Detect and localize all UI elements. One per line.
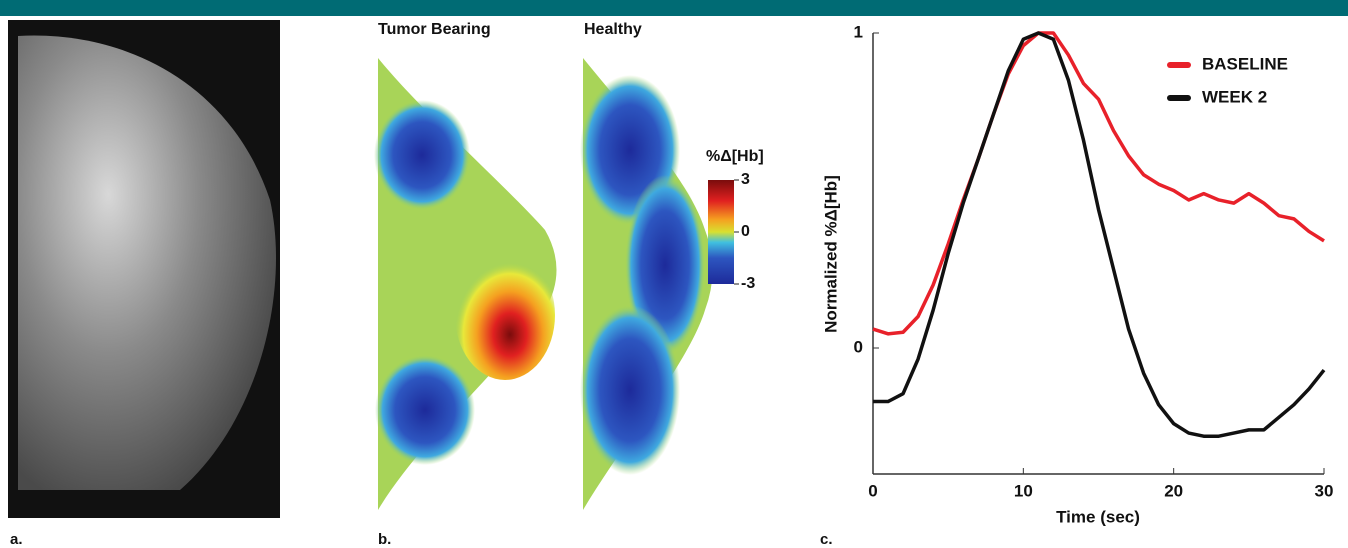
tumor-map xyxy=(374,58,557,510)
colorbar-tick-label: 3 xyxy=(741,171,750,188)
colorbar xyxy=(708,180,734,284)
y-tick-label: 0 xyxy=(854,337,863,356)
panel-label: c. xyxy=(820,531,833,548)
panel-label: b. xyxy=(378,531,391,548)
blob xyxy=(580,305,680,475)
header-bar xyxy=(0,0,1348,16)
x-axis-label: Time (sec) xyxy=(1056,507,1140,526)
x-tick-label: 20 xyxy=(1164,481,1183,500)
y-tick-label: 1 xyxy=(854,22,863,41)
colorbar-tick-label: 0 xyxy=(741,223,750,240)
x-tick-label: 0 xyxy=(868,481,877,500)
blob xyxy=(374,100,470,210)
colorbar-title: %Δ[Hb] xyxy=(706,148,764,165)
x-tick-label: 30 xyxy=(1315,481,1334,500)
legend-label: WEEK 2 xyxy=(1202,87,1267,106)
blob xyxy=(455,250,555,380)
panel-title: Tumor Bearing xyxy=(378,21,491,38)
series-line xyxy=(873,33,1324,334)
panel-title: Healthy xyxy=(584,21,642,38)
colorbar-tick-label: -3 xyxy=(741,275,755,292)
panel-label: a. xyxy=(10,531,23,548)
figure: Tumor Bearing Healthy %Δ[Hb] Time (sec) … xyxy=(0,0,1348,548)
blob xyxy=(375,355,475,465)
healthy-map xyxy=(580,58,713,510)
legend-label: BASELINE xyxy=(1202,54,1288,73)
y-axis-label: Normalized %Δ[Hb] xyxy=(821,175,840,333)
x-tick-label: 10 xyxy=(1014,481,1033,500)
